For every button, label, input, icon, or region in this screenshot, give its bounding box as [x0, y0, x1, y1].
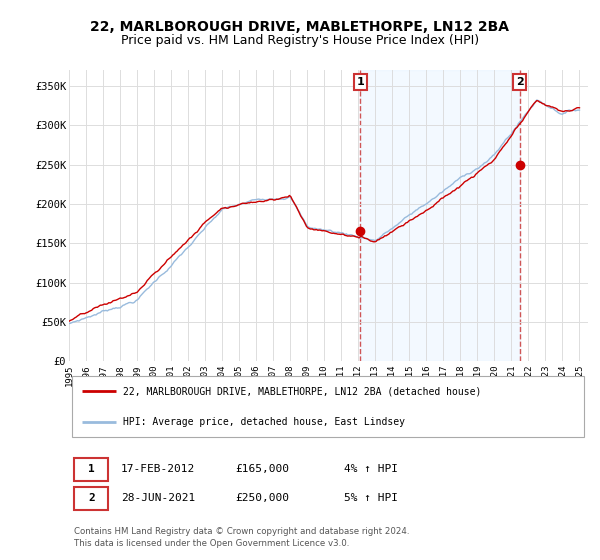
Bar	[361, 70, 520, 361]
FancyBboxPatch shape	[74, 487, 108, 510]
Text: 4% ↑ HPI: 4% ↑ HPI	[344, 464, 398, 474]
Text: 28-JUN-2021: 28-JUN-2021	[121, 493, 195, 503]
Text: Price paid vs. HM Land Registry's House Price Index (HPI): Price paid vs. HM Land Registry's House …	[121, 34, 479, 46]
Text: 1: 1	[88, 464, 95, 474]
Text: 17-FEB-2012: 17-FEB-2012	[121, 464, 195, 474]
Text: 2: 2	[88, 493, 95, 503]
Text: Contains HM Land Registry data © Crown copyright and database right 2024.
This d: Contains HM Land Registry data © Crown c…	[74, 527, 410, 548]
Text: 22, MARLBOROUGH DRIVE, MABLETHORPE, LN12 2BA: 22, MARLBOROUGH DRIVE, MABLETHORPE, LN12…	[91, 20, 509, 34]
Text: 5% ↑ HPI: 5% ↑ HPI	[344, 493, 398, 503]
Text: HPI: Average price, detached house, East Lindsey: HPI: Average price, detached house, East…	[124, 417, 406, 427]
Text: 1: 1	[356, 77, 364, 87]
FancyBboxPatch shape	[71, 376, 584, 437]
Text: 2: 2	[516, 77, 524, 87]
FancyBboxPatch shape	[74, 458, 108, 481]
Text: 22, MARLBOROUGH DRIVE, MABLETHORPE, LN12 2BA (detached house): 22, MARLBOROUGH DRIVE, MABLETHORPE, LN12…	[124, 386, 482, 396]
Text: £165,000: £165,000	[235, 464, 289, 474]
Text: £250,000: £250,000	[235, 493, 289, 503]
